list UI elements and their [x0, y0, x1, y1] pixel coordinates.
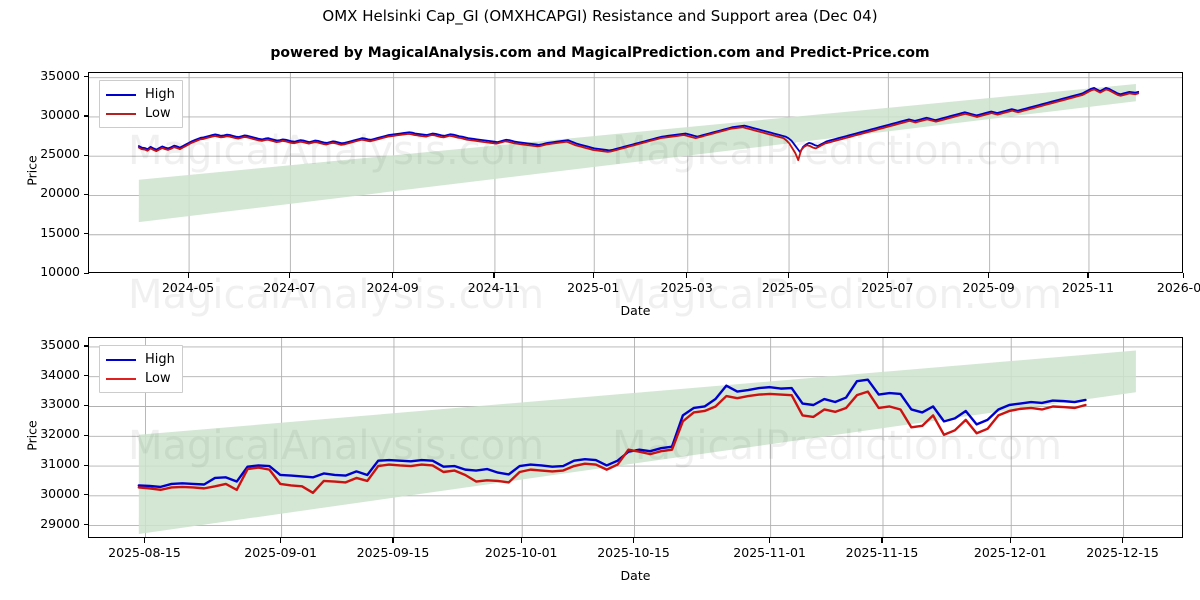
x-tick-label: 2025-11-01	[733, 545, 806, 560]
legend-item-low[interactable]: Low	[106, 104, 175, 123]
x-tick-mark	[686, 273, 688, 278]
x-tick-mark	[280, 538, 282, 543]
x-tick-label: 2025-11	[1061, 280, 1115, 295]
legend-swatch-low	[106, 112, 136, 115]
legend-item-high[interactable]: High	[106, 85, 175, 104]
x-tick-label: 2026-01	[1156, 280, 1200, 295]
y-tick-mark	[83, 404, 89, 407]
x-tick-mark	[633, 538, 635, 543]
x-tick-label: 2025-09-15	[356, 545, 430, 560]
bottom-chart-legend[interactable]: High Low	[99, 345, 183, 393]
top-chart-plot-area[interactable]	[88, 72, 1183, 273]
x-tick-mark	[392, 538, 394, 543]
y-tick-mark	[83, 494, 89, 496]
x-tick-label: 2025-03	[660, 280, 713, 295]
x-tick-label: 2025-10-15	[597, 545, 670, 560]
x-tick-label: 2025-11-15	[845, 545, 919, 560]
y-tick-mark	[83, 154, 89, 156]
legend-label-low: Low	[145, 371, 171, 386]
page-title: OMX Helsinki Cap_GI (OMXHCAPGI) Resistan…	[322, 7, 878, 25]
y-tick-label: 30000	[40, 485, 80, 501]
x-tick-label: 2024-11	[467, 280, 521, 295]
y-tick-label: 32000	[40, 426, 80, 442]
y-tick-label: 25000	[40, 146, 80, 162]
x-tick-label: 2025-09-01	[244, 545, 317, 560]
y-tick-label: 31000	[40, 456, 80, 472]
legend-label-low: Low	[145, 106, 171, 121]
x-tick-mark	[1087, 273, 1089, 278]
x-tick-mark	[592, 273, 594, 278]
legend-item-high[interactable]: High	[106, 350, 175, 369]
legend-label-high: High	[145, 87, 175, 102]
x-tick-mark	[769, 538, 771, 543]
x-tick-label: 2024-07	[263, 280, 316, 295]
y-tick-label: 30000	[40, 106, 80, 122]
x-tick-label: 2025-12-01	[973, 545, 1047, 560]
x-tick-mark	[520, 538, 522, 543]
y-tick-mark	[83, 434, 89, 436]
y-tick-mark	[83, 233, 89, 235]
legend-swatch-high	[106, 93, 136, 96]
x-tick-label: 2025-05	[761, 280, 815, 295]
x-tick-label: 2025-07	[861, 280, 914, 295]
x-tick-mark	[881, 538, 883, 543]
legend-label-high: High	[145, 352, 175, 367]
x-tick-label: 2025-10-01	[484, 545, 558, 560]
bottom-chart-plot-area[interactable]	[88, 337, 1183, 538]
legend-item-low[interactable]: Low	[106, 369, 175, 388]
top-chart-legend[interactable]: High Low	[99, 80, 183, 128]
x-tick-mark	[288, 273, 290, 278]
y-tick-mark	[83, 375, 89, 377]
y-tick-mark	[83, 464, 89, 466]
x-tick-mark	[1009, 538, 1011, 543]
y-tick-label: 20000	[40, 185, 80, 201]
legend-swatch-high	[106, 358, 136, 361]
x-tick-label: 2025-09	[962, 280, 1015, 295]
x-tick-mark	[988, 273, 990, 278]
y-tick-mark	[83, 115, 89, 117]
y-tick-label: 34000	[40, 366, 80, 382]
y-tick-label: 15000	[40, 224, 80, 240]
x-tick-label: 2024-09	[366, 280, 419, 295]
x-tick-mark	[493, 273, 495, 278]
x-tick-mark	[187, 273, 189, 278]
x-tick-mark	[144, 538, 146, 543]
x-tick-mark	[787, 273, 789, 278]
y-tick-mark	[83, 524, 89, 526]
y-tick-label: 35000	[40, 336, 80, 352]
x-tick-label: 2025-08-15	[108, 545, 181, 560]
page-subtitle: powered by MagicalAnalysis.com and Magic…	[270, 45, 930, 61]
x-tick-mark	[1182, 273, 1184, 278]
y-tick-mark	[83, 345, 89, 347]
x-tick-label: 2025-12-15	[1086, 545, 1159, 560]
y-tick-label: 29000	[40, 515, 80, 531]
y-tick-label: 33000	[40, 396, 80, 412]
y-tick-label: 35000	[40, 67, 80, 83]
bottom-chart-x-axis-label: Date	[620, 568, 651, 583]
legend-swatch-low	[106, 377, 136, 380]
x-tick-label: 2025-01	[567, 280, 620, 295]
x-tick-mark	[886, 273, 888, 278]
y-tick-mark	[83, 193, 89, 196]
top-chart-x-axis-label: Date	[620, 303, 651, 318]
y-tick-mark	[83, 272, 89, 274]
x-tick-mark	[392, 273, 394, 278]
y-tick-mark	[83, 76, 89, 78]
x-tick-mark	[1122, 538, 1124, 543]
y-tick-label: 10000	[40, 264, 80, 279]
x-tick-label: 2024-05	[161, 280, 215, 295]
